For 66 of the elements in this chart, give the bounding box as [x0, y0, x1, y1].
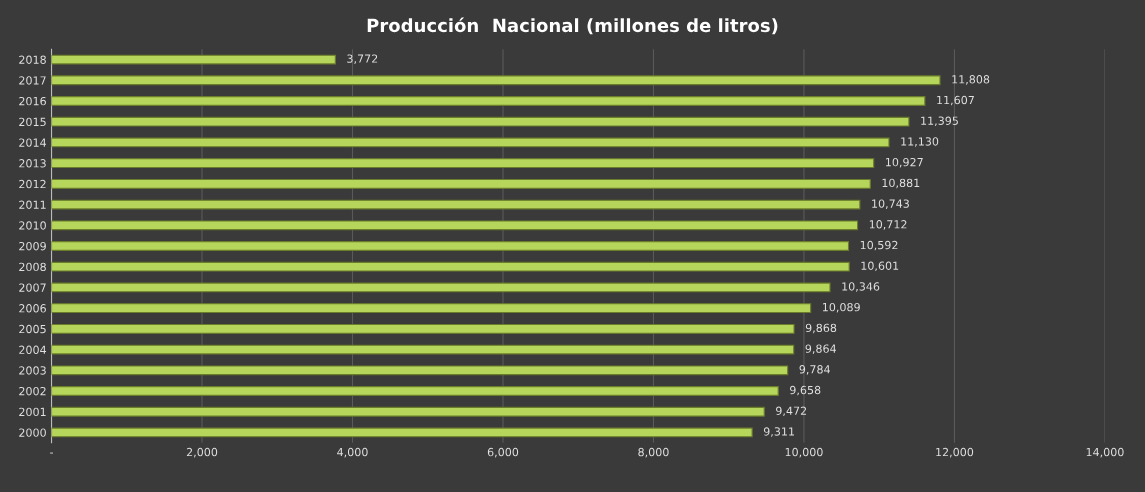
- y-tick-label: 2000: [19, 428, 46, 437]
- data-label: 10,881: [882, 178, 920, 189]
- y-tick-label: 2017: [19, 76, 46, 85]
- y-tick-label: 2014: [19, 138, 47, 147]
- bar: [51, 386, 779, 396]
- bar: [51, 137, 890, 148]
- x-tick-label: 8,000: [638, 447, 669, 458]
- y-tick-label: 2010: [19, 221, 46, 230]
- bar: [51, 199, 861, 210]
- bar: [51, 406, 765, 417]
- data-label: 9,868: [805, 323, 837, 334]
- x-tick-label: 6,000: [487, 447, 519, 458]
- data-label: 11,808: [952, 75, 990, 85]
- y-tick-label: 2007: [19, 283, 46, 292]
- data-label: 10,712: [869, 220, 907, 230]
- data-label: 9,658: [790, 385, 821, 396]
- data-label: 10,592: [860, 240, 898, 251]
- data-label: 11,607: [937, 95, 974, 106]
- bar: [51, 241, 850, 251]
- data-label: 11,130: [901, 137, 939, 147]
- y-tick-label: 2016: [19, 96, 46, 106]
- x-tick-label: 12,000: [936, 447, 974, 458]
- data-label: 3,772: [347, 54, 378, 64]
- x-tick-label: 4,000: [337, 447, 368, 458]
- x-tick-label: 14,000: [1086, 447, 1124, 458]
- y-tick-label: 2009: [19, 241, 46, 251]
- y-tick-label: 2015: [19, 117, 46, 127]
- y-tick-label: 2003: [19, 366, 46, 375]
- y-tick-label: 2008: [19, 262, 46, 272]
- bar: [51, 365, 789, 376]
- y-tick-label: 2011: [19, 200, 46, 209]
- bar: [51, 220, 859, 231]
- y-tick-label: 2018: [19, 55, 46, 64]
- bar: [51, 323, 795, 334]
- bar: [51, 158, 875, 169]
- data-label: 9,311: [763, 427, 795, 437]
- bar: [51, 427, 753, 438]
- bar: [51, 303, 812, 314]
- y-tick-label: 2002: [19, 386, 46, 396]
- data-label: 10,927: [886, 157, 923, 168]
- data-label: 10,346: [842, 282, 880, 292]
- bar: [51, 344, 795, 355]
- x-tick-label: 2,000: [186, 447, 218, 458]
- bar: [51, 54, 336, 65]
- data-label: 9,864: [805, 344, 837, 354]
- data-label: 10,089: [822, 302, 860, 313]
- data-label: 9,784: [799, 365, 830, 375]
- y-tick-label: 2006: [19, 304, 46, 313]
- data-label: 10,743: [872, 199, 909, 209]
- data-label: 10,601: [861, 261, 899, 272]
- y-tick-label: 2001: [19, 407, 46, 417]
- bar: [51, 116, 910, 127]
- data-label: 11,395: [921, 116, 958, 127]
- bar: [51, 282, 831, 293]
- bar: [51, 96, 926, 106]
- y-tick-label: 2013: [19, 159, 46, 168]
- bar: [51, 75, 941, 86]
- data-label: 9,472: [776, 406, 807, 417]
- x-tick-label: -: [50, 452, 53, 454]
- chart-title: Producción Nacional (millones de litros): [367, 17, 778, 35]
- y-tick-label: 2012: [19, 179, 46, 189]
- bar: [51, 261, 850, 272]
- y-tick-label: 2005: [19, 324, 46, 334]
- y-tick-label: 2004: [19, 345, 47, 354]
- x-tick-label: 10,000: [785, 447, 823, 458]
- bar: [51, 178, 871, 189]
